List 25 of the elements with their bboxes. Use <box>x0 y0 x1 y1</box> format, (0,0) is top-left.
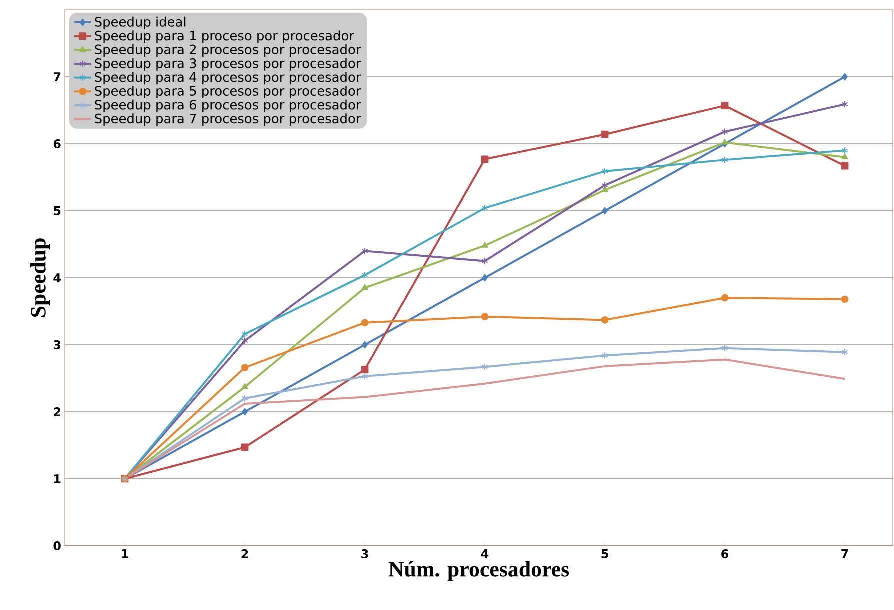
legend-label: Speedup para 7 procesos por procesador <box>95 114 362 126</box>
y-tick-label: 0 <box>54 541 61 551</box>
legend-label: Speedup para 4 procesos por procesador <box>95 72 362 85</box>
x-tick-label: 4 <box>481 550 489 558</box>
legend-label: Speedup ideal <box>95 16 186 30</box>
y-tick-label: 3 <box>54 340 61 350</box>
y-tick-label: 6 <box>54 139 61 149</box>
legend-label: Speedup para 3 procesos por procesador <box>95 58 362 71</box>
x-tick-label: 3 <box>362 550 368 559</box>
y-axis-title: Speedup <box>30 238 50 318</box>
x-tick-label: 6 <box>722 550 729 559</box>
legend-label: Speedup para 6 procesos por procesador <box>95 100 362 112</box>
y-tick-label: 7 <box>54 72 61 82</box>
y-tick-label: 5 <box>54 206 61 216</box>
legend-label: Speedup para 2 procesos por procesador <box>95 44 362 58</box>
legend-label: Speedup para 1 proceso por procesador <box>95 30 355 44</box>
x-tick-label: 7 <box>842 550 848 558</box>
legend-label: Speedup para 5 procesos por procesador <box>95 86 362 98</box>
x-tick-label: 5 <box>602 550 608 558</box>
y-tick-label: 2 <box>54 408 60 416</box>
y-tick-label: 1 <box>54 474 61 484</box>
x-tick-label: 1 <box>122 550 128 558</box>
x-axis-title: Núm. procesadores <box>388 561 570 582</box>
y-tick-label: 4 <box>54 274 61 282</box>
x-tick-label: 2 <box>242 550 248 558</box>
